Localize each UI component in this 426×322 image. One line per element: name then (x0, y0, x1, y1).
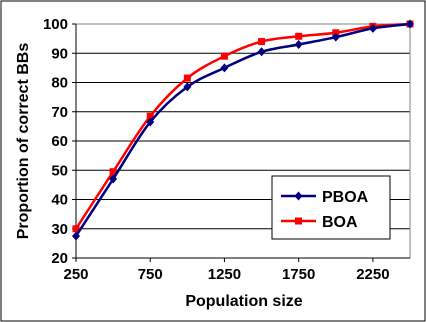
legend: PBOA BOA (271, 175, 391, 240)
y-tick-label: 70 (51, 104, 68, 121)
data-point-boa (109, 168, 117, 176)
data-point-boa (72, 225, 80, 233)
x-tick-label: 1750 (282, 266, 315, 283)
x-tick-label: 750 (138, 266, 163, 283)
data-point-boa (146, 112, 154, 120)
y-tick-label: 80 (51, 75, 68, 92)
series-line-boa (74, 22, 411, 230)
legend-box (271, 175, 391, 240)
data-point-pboa (146, 117, 155, 127)
legend-label-boa: BOA (322, 214, 358, 231)
legend-marker-boa (295, 217, 302, 225)
data-point-pboa (331, 32, 340, 42)
y-tick-label: 40 (51, 192, 68, 209)
data-point-pboa (183, 82, 192, 92)
x-tick-label: 250 (63, 266, 88, 283)
data-point-pboa (257, 47, 266, 57)
x-tick-labels: 250 750 1250 1750 2250 (63, 258, 390, 283)
y-tick-label: 100 (43, 16, 68, 33)
x-tick-label: 1250 (208, 266, 241, 283)
data-point-pboa (220, 63, 229, 73)
y-tick-labels: 20 30 40 50 60 70 80 90 100 (43, 16, 76, 267)
y-tick-label: 20 (51, 250, 68, 267)
y-tick-label: 30 (51, 221, 68, 238)
y-tick-label: 60 (51, 133, 68, 150)
legend-items: PBOA BOA (281, 189, 369, 231)
data-point-boa (183, 74, 191, 82)
series-group (72, 19, 414, 241)
data-point-boa (220, 52, 228, 60)
legend-label-pboa: PBOA (322, 189, 369, 206)
y-axis-title: Proportion of correct BBs (15, 43, 32, 240)
data-point-boa (295, 32, 303, 40)
legend-marker-pboa (294, 191, 303, 201)
data-point-boa (258, 38, 266, 46)
data-point-pboa (72, 231, 80, 241)
data-point-pboa (406, 19, 414, 29)
series-line-pboa (74, 22, 411, 237)
y-tick-label: 90 (51, 45, 68, 62)
x-tick-label: 2250 (356, 266, 389, 283)
x-axis-title: Population size (185, 293, 302, 310)
y-tick-label: 50 (51, 162, 68, 179)
data-point-pboa (109, 174, 118, 184)
series-pboa (72, 19, 414, 241)
data-point-pboa (368, 23, 377, 33)
data-point-pboa (294, 39, 303, 49)
